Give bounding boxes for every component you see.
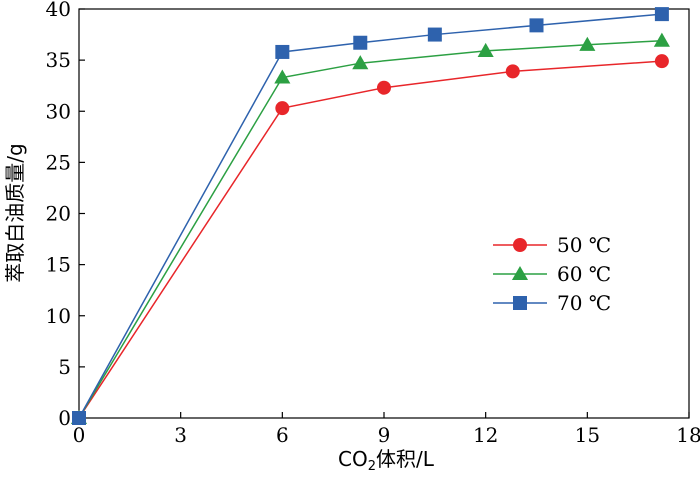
legend-label: 50 ℃ [557,233,611,257]
data-point [505,64,520,79]
y-axis-label: 萃取白油质量/g [3,143,27,282]
plot-frame [78,8,690,419]
legend-marker [513,238,527,252]
data-point [353,35,368,50]
series-line [78,39,662,419]
axis-tick-labels: 0 3 6 9 12 15 18 0 5 10 15 20 25 30 35 40 [46,0,700,447]
legend-item: 70 ℃ [493,291,611,315]
legend-label: 70 ℃ [557,291,611,315]
y-tick-label: 40 [46,0,71,21]
x-tick-label: 15 [575,423,600,447]
data-point [72,411,86,425]
x-axis-label-subscript: 2 [368,459,376,474]
series-2 [70,32,670,425]
data-point [274,69,291,84]
data-point [352,55,369,70]
legend-item: 60 ℃ [493,262,611,286]
data-point [579,36,596,51]
legend-marker [513,296,527,310]
legend-marker [511,265,529,281]
data-point [477,42,494,57]
legend: 50 ℃ 60 ℃ 70 ℃ [493,233,611,315]
data-point [654,54,669,69]
data-point [529,18,544,33]
x-tick-label: 6 [276,423,289,447]
x-axis-label-tail: 体积/L [376,447,435,471]
y-tick-label: 5 [58,355,71,379]
x-tick-label: 12 [473,423,498,447]
data-point [275,44,290,59]
data-series [70,7,670,425]
y-tick-label: 0 [58,406,71,430]
y-tick-label: 10 [46,304,71,328]
legend-item: 50 ℃ [493,233,611,257]
y-tick-label: 30 [46,99,71,123]
x-tick-label: 0 [73,423,86,447]
series-3 [72,7,669,425]
y-tick-label: 15 [46,253,71,277]
y-tick-label: 25 [46,150,71,174]
x-axis-label: CO2体积/L [338,447,435,474]
y-tick-label: 35 [46,48,71,72]
x-tick-label: 9 [378,423,391,447]
axis-ticks [78,8,690,419]
x-axis-label-main: CO [338,447,368,471]
data-point [653,32,670,47]
data-point [275,101,290,116]
x-tick-label: 18 [676,423,700,447]
series-line [78,13,662,419]
legend-label: 60 ℃ [557,262,611,286]
y-tick-label: 20 [46,202,71,226]
x-tick-label: 3 [174,423,187,447]
data-point [427,27,442,42]
data-point [377,80,391,95]
data-point [654,7,669,22]
